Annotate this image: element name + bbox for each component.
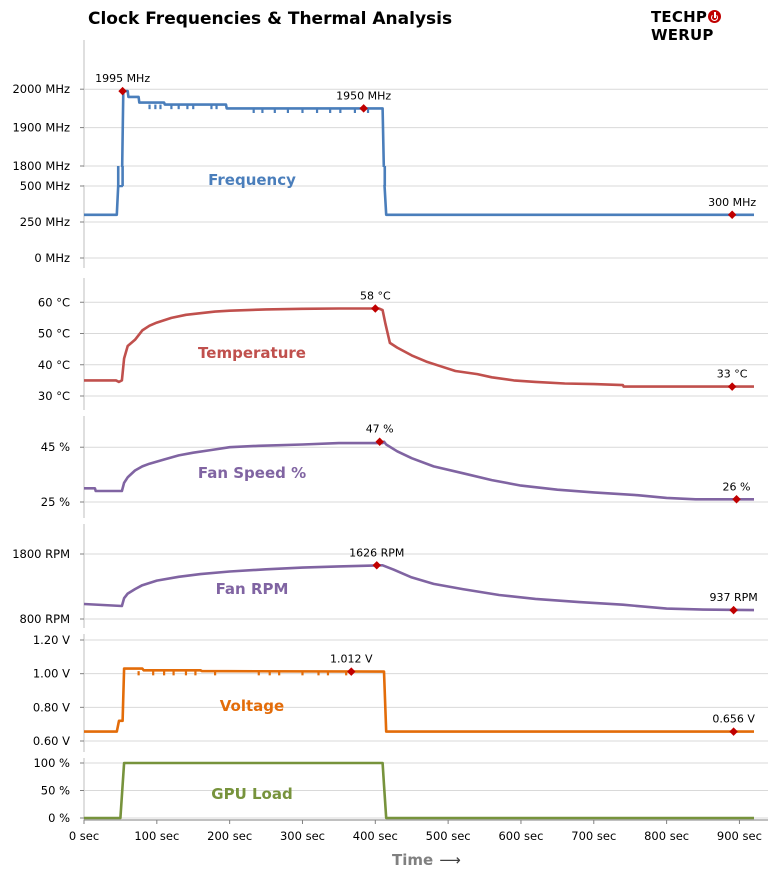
- fan_speed-marker: [375, 437, 384, 446]
- frequency-data-label: 1995 MHz: [95, 72, 150, 85]
- temperature-panel-label: Temperature: [198, 344, 306, 362]
- gpu_load-tick-label: 0 %: [48, 811, 70, 825]
- fan_speed-marker: [732, 495, 741, 504]
- brand-text-right: WERUP: [651, 26, 714, 44]
- temperature-tick-label: 60 °C: [38, 295, 70, 309]
- frequency-data-label: 1950 MHz: [336, 89, 391, 102]
- power-icon: [708, 10, 722, 23]
- frequency-lower-tick-label: 500 MHz: [20, 179, 70, 193]
- temperature-data-label: 58 °C: [360, 290, 391, 303]
- x-axis-tick-label: 400 sec: [353, 829, 398, 843]
- frequency-lower-tick-label: 250 MHz: [20, 215, 70, 229]
- fan_rpm-tick-label: 800 RPM: [20, 612, 70, 626]
- voltage-tick-label: 1.00 V: [33, 667, 70, 681]
- temperature-tick-label: 50 °C: [38, 327, 70, 341]
- frequency-series-line: [84, 89, 754, 217]
- fan_rpm-series-line: [83, 564, 755, 612]
- gpu_load-tick-label: 50 %: [41, 784, 70, 798]
- x-axis-arrow: ⟶: [439, 851, 461, 869]
- fan_speed-data-label: 26 %: [723, 480, 751, 493]
- fan_rpm-data-label: 937 RPM: [709, 591, 757, 604]
- voltage-tick-label: 0.60 V: [33, 734, 70, 748]
- fan_speed-panel-label: Fan Speed %: [198, 464, 306, 482]
- panel-background: [84, 416, 769, 518]
- voltage-panel-label: Voltage: [220, 697, 284, 715]
- x-axis-tick-label: 300 sec: [280, 829, 325, 843]
- frequency-lower-tick-label: 0 MHz: [34, 251, 70, 265]
- broken-axis-gap: [83, 167, 769, 185]
- x-axis-tick-label: 100 sec: [134, 829, 179, 843]
- temperature-tick-label: 40 °C: [38, 358, 70, 372]
- gpu_load-tick-label: 100 %: [33, 756, 70, 770]
- fan_rpm-panel-label: Fan RPM: [216, 580, 289, 598]
- frequency-panel-label: Frequency: [208, 171, 296, 189]
- x-axis-tick-label: 200 sec: [207, 829, 252, 843]
- x-axis-title: Time: [392, 851, 434, 869]
- frequency-marker: [359, 104, 368, 113]
- fan_rpm-marker: [729, 605, 738, 615]
- x-axis-tick-label: 900 sec: [717, 829, 762, 843]
- fan_speed-data-label: 47 %: [366, 423, 394, 436]
- temperature-data-label: 33 °C: [717, 368, 748, 381]
- frequency-upper-tick-label: 1900 MHz: [12, 121, 70, 135]
- brand-logo: TECHPWERUP: [651, 8, 769, 44]
- temperature-marker: [727, 382, 737, 391]
- frequency-upper-tick-label: 1800 MHz: [12, 159, 70, 173]
- x-axis-tick-label: 600 sec: [498, 829, 543, 843]
- frequency-data-label: 300 MHz: [708, 196, 756, 209]
- gpu_load-panel-label: GPU Load: [211, 785, 292, 803]
- fan_speed-tick-label: 45 %: [41, 440, 70, 454]
- frequency-upper-tick-label: 2000 MHz: [12, 82, 70, 96]
- x-axis-tick-label: 700 sec: [571, 829, 616, 843]
- panel-background: [84, 278, 769, 410]
- fan_rpm-marker: [372, 561, 382, 570]
- voltage-tick-label: 1.20 V: [33, 633, 70, 647]
- fan_speed-series-line: [84, 440, 754, 501]
- temperature-marker: [371, 304, 380, 313]
- temperature-tick-label: 30 °C: [38, 389, 70, 403]
- voltage-series-line: [84, 667, 754, 733]
- voltage-data-label: 0.656 V: [712, 713, 755, 726]
- fan_rpm-data-label: 1626 RPM: [349, 546, 404, 559]
- voltage-marker: [347, 667, 356, 676]
- x-axis-label: Time ⟶: [392, 851, 461, 869]
- voltage-data-label: 1.012 V: [330, 653, 373, 666]
- x-axis-tick-label: 500 sec: [426, 829, 471, 843]
- x-axis-tick-label: 0 sec: [69, 829, 99, 843]
- voltage-marker: [729, 727, 738, 736]
- brand-text-left: TECHP: [651, 8, 708, 26]
- frequency-marker: [118, 86, 127, 96]
- voltage-tick-label: 0.80 V: [33, 700, 70, 714]
- fan_rpm-tick-label: 1800 RPM: [12, 547, 70, 561]
- temperature-series-line: [84, 307, 754, 388]
- panel-background: [84, 524, 769, 628]
- gpu_load-series-line: [84, 761, 754, 820]
- panel-background: [84, 634, 769, 752]
- panel-background: [84, 758, 769, 820]
- x-axis-tick-label: 800 sec: [644, 829, 689, 843]
- chart-title: Clock Frequencies & Thermal Analysis: [88, 9, 453, 29]
- frequency-series-bridge: [116, 166, 387, 186]
- fan_speed-tick-label: 25 %: [41, 495, 70, 509]
